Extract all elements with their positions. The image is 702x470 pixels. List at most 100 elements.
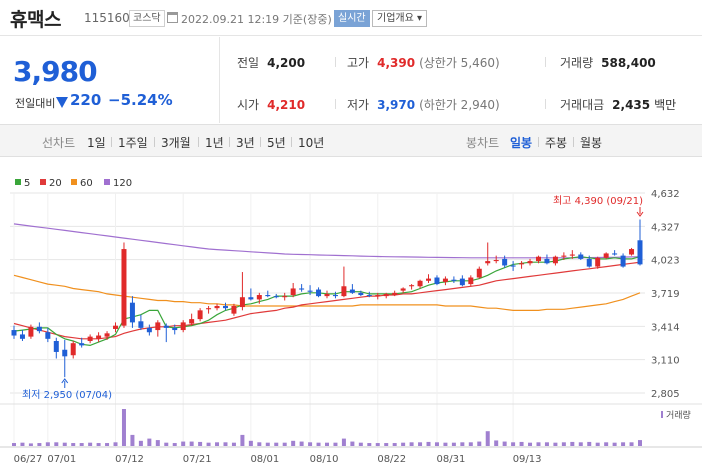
x-tick-label: 08/10 [310, 454, 339, 465]
candle-body [172, 327, 178, 331]
x-tick-label: 07/01 [47, 454, 76, 465]
volume-bar [274, 442, 279, 446]
volume-bar [54, 442, 59, 446]
legend-label: 5 [24, 178, 31, 189]
candle-chart-tab[interactable]: 봉차트 [466, 136, 500, 150]
volume-bar [358, 442, 363, 446]
volume-bar [409, 442, 414, 446]
candle-body [442, 278, 448, 282]
volume-bar [282, 442, 287, 446]
volume-bar [418, 442, 423, 446]
stat-sub: (상한가 5,460) [419, 56, 500, 70]
candle-body [45, 332, 51, 339]
candle-body [375, 295, 381, 297]
volume-bar [130, 434, 135, 446]
volume-bar [638, 440, 642, 446]
stat-value: 4,210 [267, 98, 306, 112]
candle-body [79, 343, 85, 346]
stat-label: 거래량 [560, 56, 594, 70]
stat-amount: 거래대금 2,435 백만 [560, 96, 676, 113]
candle-body [222, 305, 228, 309]
candle-body [146, 327, 152, 333]
candle-body [341, 286, 347, 297]
candle-body [299, 288, 305, 290]
candle-weekly[interactable]: 주봉 [545, 136, 568, 150]
volume-bar [333, 442, 338, 446]
candle-body [629, 249, 635, 255]
divider [335, 99, 336, 109]
legend-ma5: 5 [15, 178, 30, 189]
legend-ma120: 120 [104, 178, 132, 189]
candle-body [163, 325, 169, 328]
volume-bar [629, 442, 634, 446]
period-10y[interactable]: 10년 [298, 136, 325, 150]
period-3m[interactable]: 3개월 [161, 136, 191, 150]
candle-body [11, 330, 17, 336]
volume-label: 거래량 [666, 409, 691, 421]
volume-bar [350, 441, 355, 446]
company-info-dropdown[interactable]: 기업개요 ▾ [372, 10, 427, 27]
candle-body [87, 336, 93, 342]
volume-bar [265, 442, 270, 446]
candle-monthly[interactable]: 월봉 [580, 136, 603, 150]
volume-bar [595, 442, 600, 446]
candle-body [510, 265, 516, 267]
volume-bar [198, 441, 203, 446]
divider [260, 137, 261, 147]
realtime-button[interactable]: 실시간 [334, 10, 370, 27]
x-tick-label: 08/01 [250, 454, 279, 465]
candle-body [485, 261, 491, 264]
period-1d[interactable]: 1일 [87, 136, 106, 150]
price-stats: 전일 4,200 고가 4,390 (상한가 5,460) 거래량 588,400 시가… [221, 37, 702, 123]
legend-swatch [71, 179, 77, 185]
volume-bar [96, 443, 101, 446]
y-tick-label: 4,023 [651, 256, 680, 267]
period-1y[interactable]: 1년 [205, 136, 224, 150]
volume-bar [45, 442, 50, 446]
legend-swatch [40, 179, 46, 185]
x-tick-label: 08/22 [377, 454, 406, 465]
volume-bar [443, 442, 448, 446]
line-chart-tab[interactable]: 선차트 [42, 136, 76, 150]
quote-datetime: 2022.09.21 12:19 기준(장중) [181, 13, 332, 26]
candle-daily[interactable]: 일봉 [510, 136, 533, 150]
stat-value: 588,400 [601, 56, 656, 70]
volume-bar [206, 442, 211, 446]
volume-bar [485, 431, 490, 446]
volume-bar [325, 442, 329, 446]
period-1w[interactable]: 1주일 [118, 136, 148, 150]
x-tick-label: 07/12 [115, 454, 144, 465]
stat-label: 전일 [237, 56, 260, 70]
candle-body [70, 343, 76, 356]
volume-bar [223, 442, 228, 446]
stat-open: 시가 4,210 [237, 96, 305, 113]
candle-body [28, 326, 34, 337]
volume-bar [604, 442, 609, 446]
volume-bar [570, 441, 575, 446]
period-5y[interactable]: 5년 [267, 136, 286, 150]
legend-swatch [104, 179, 110, 185]
change-label: 전일대비 [15, 97, 56, 110]
period-3y[interactable]: 3년 [236, 136, 255, 150]
stat-value: 4,200 [267, 56, 306, 70]
volume-bar [426, 441, 431, 446]
y-tick-label: 3,414 [651, 322, 680, 333]
volume-bar [536, 442, 541, 446]
divider [538, 137, 539, 147]
stat-value: 3,970 [377, 98, 416, 112]
max-arrow-head [636, 211, 644, 217]
down-arrow-icon [56, 97, 68, 108]
candle-body [113, 325, 119, 329]
stat-label: 고가 [347, 56, 370, 70]
y-tick-label: 3,110 [651, 356, 680, 367]
candle-body [569, 254, 575, 256]
divider [111, 137, 112, 147]
volume-bar [28, 443, 33, 446]
candle-body [527, 261, 533, 264]
candle-body [197, 310, 203, 320]
volume-bar [375, 443, 380, 446]
candle-body [19, 334, 25, 339]
volume-bar [434, 442, 439, 446]
volume-bar [164, 442, 169, 446]
